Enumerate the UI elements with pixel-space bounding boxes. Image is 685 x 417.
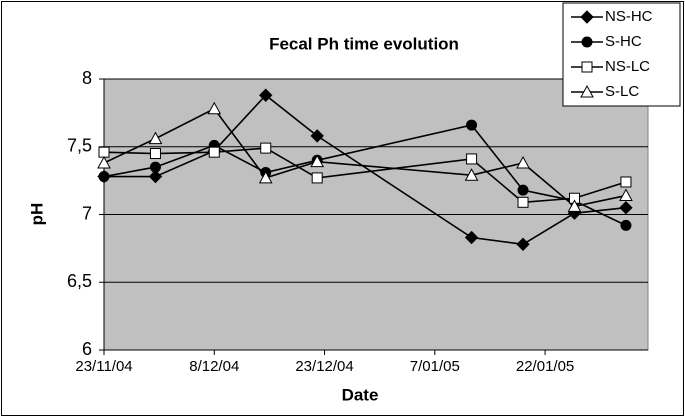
marker-circle [149, 161, 161, 173]
x-tick-label: 23/12/04 [295, 358, 353, 375]
x-axis-label: Date [342, 385, 379, 404]
marker-square [311, 172, 323, 184]
x-tick-label: 23/11/04 [75, 358, 132, 375]
y-tick-label: 7 [82, 203, 92, 223]
marker-square [517, 196, 529, 208]
marker-circle [517, 184, 529, 196]
marker-square [98, 146, 110, 158]
legend-label: NS-LC [605, 58, 650, 75]
marker-diamond [464, 230, 479, 245]
marker-circle [98, 171, 110, 183]
y-tick-label: 6,5 [67, 271, 92, 291]
marker-triangle [516, 155, 530, 169]
y-tick-label: 7,5 [67, 136, 92, 156]
legend-label: S-LC [605, 83, 639, 100]
marker-square [581, 61, 593, 73]
marker-square [260, 142, 272, 154]
x-tick-label: 7/01/05 [410, 358, 460, 375]
marker-circle [466, 119, 478, 131]
marker-triangle [258, 170, 273, 184]
marker-triangle [310, 154, 325, 168]
y-axis-label: pH [27, 203, 46, 226]
marker-triangle [580, 84, 594, 98]
marker-square [208, 146, 220, 158]
marker-circle [620, 219, 632, 231]
marker-square [620, 176, 632, 188]
x-tick-label: 22/01/05 [516, 358, 574, 375]
marker-square [149, 148, 161, 160]
marker-triangle [464, 168, 479, 181]
marker-diamond [310, 129, 324, 143]
marker-triangle [207, 101, 222, 115]
legend-label: NS-HC [605, 8, 653, 25]
x-tick-label: 8/12/04 [189, 358, 239, 375]
marker-triangle [567, 199, 582, 212]
marker-diamond [148, 169, 163, 184]
marker-diamond [619, 201, 633, 215]
y-tick-label: 8 [82, 68, 92, 88]
marker-diamond [259, 88, 273, 102]
legend-label: S-HC [605, 33, 642, 50]
marker-triangle [619, 188, 633, 202]
legend-box [562, 2, 681, 107]
marker-triangle [97, 155, 111, 169]
marker-diamond [580, 10, 594, 24]
marker-circle [581, 36, 593, 48]
marker-square [466, 153, 478, 165]
marker-diamond [516, 237, 530, 252]
marker-triangle [148, 131, 163, 145]
y-tick-label: 6 [82, 339, 92, 359]
chart-title: Fecal Ph time evolution [269, 34, 459, 53]
